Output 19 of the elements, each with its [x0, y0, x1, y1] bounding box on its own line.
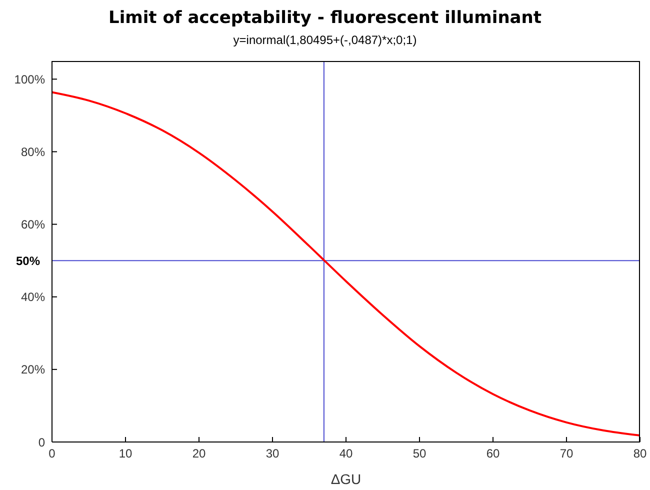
x-tick-label: 80: [633, 446, 647, 461]
ref-line-label: 50%: [16, 254, 40, 268]
y-tick-label: 0: [38, 435, 46, 450]
x-tick-label: 40: [339, 446, 353, 461]
y-tick-label: 60%: [20, 218, 46, 232]
chart-title: Limit of acceptability - fluorescent illuminant: [107, 8, 542, 28]
y-tick-label: 80%: [20, 144, 46, 159]
x-tick-label: 20: [192, 446, 206, 461]
y-tick-label: 100%: [14, 72, 46, 86]
x-axis-title: ΔGU: [330, 471, 362, 487]
y-tick-label: 40%: [20, 290, 46, 304]
x-tick-label: 30: [266, 446, 280, 461]
x-tick-label: 10: [118, 446, 132, 461]
x-tick-label: 50: [412, 446, 426, 461]
x-tick-label: 60: [486, 446, 500, 461]
x-tick-label: 0: [48, 446, 56, 461]
y-tick-label: 20%: [20, 362, 46, 377]
chart-subtitle: y=inormal(1,80495+(-,0487)*x;0;1): [232, 33, 418, 47]
x-tick-label: 70: [560, 446, 574, 461]
